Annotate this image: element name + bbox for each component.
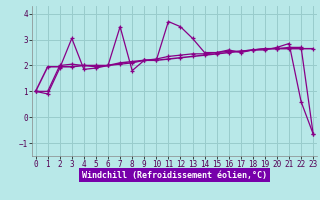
X-axis label: Windchill (Refroidissement éolien,°C): Windchill (Refroidissement éolien,°C): [82, 171, 267, 180]
